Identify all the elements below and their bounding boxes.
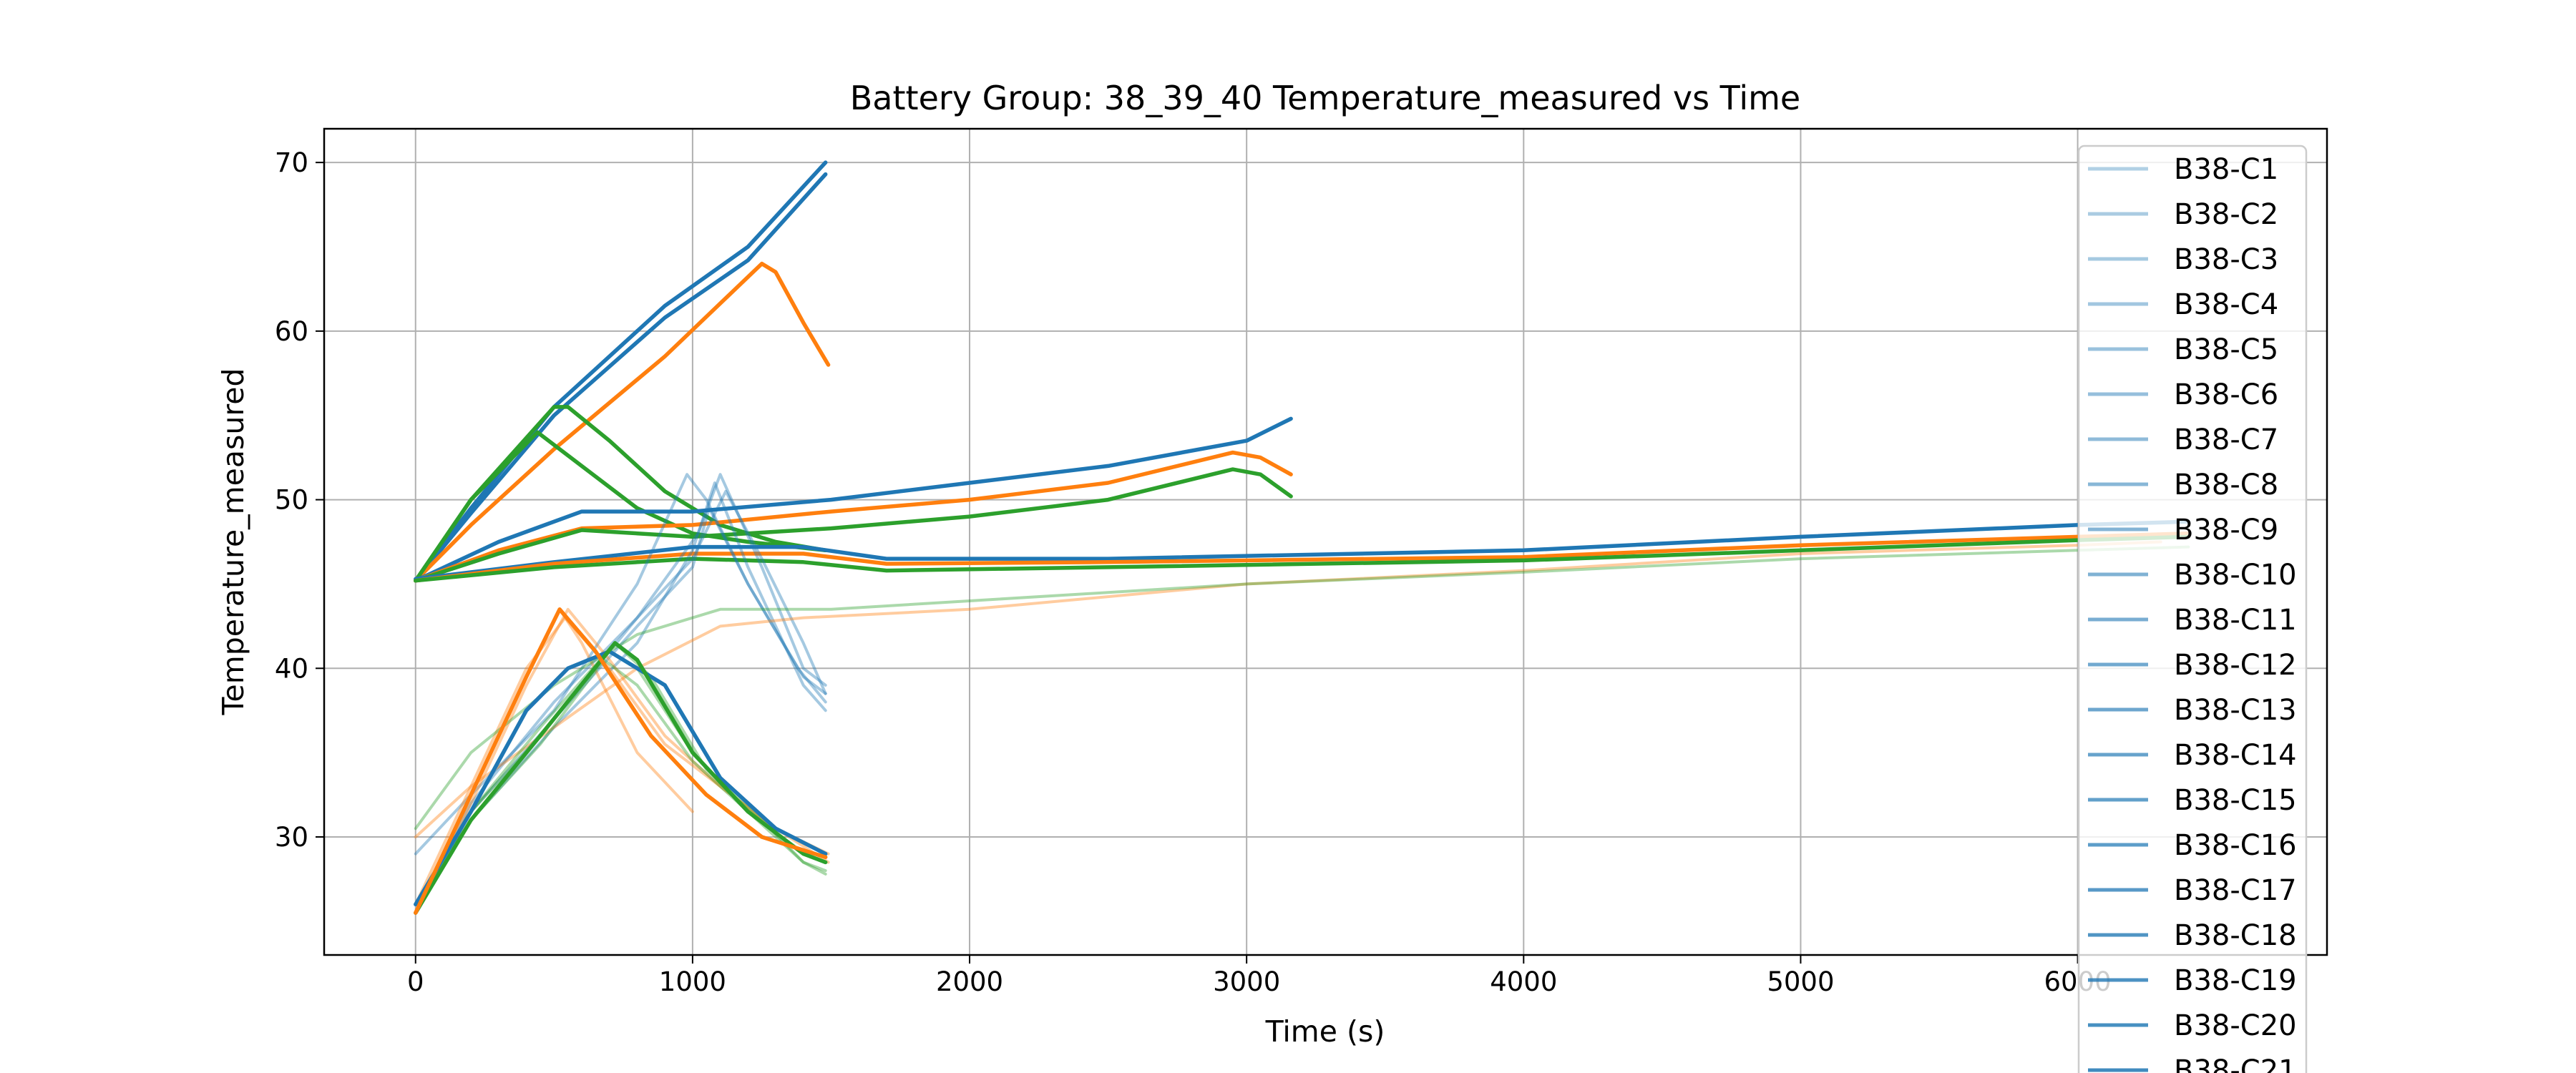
series-line-7 [414, 450, 1293, 583]
y-tick-label: 70 [275, 147, 308, 178]
legend-label: B38-C7 [2174, 423, 2278, 456]
legend-label: B38-C21 [2174, 1054, 2297, 1073]
legend-label: B38-C15 [2174, 784, 2297, 817]
series-line-11 [414, 534, 2191, 583]
series-line-8 [414, 467, 1293, 583]
legend-label: B38-C5 [2174, 333, 2278, 366]
legend-label: B38-C10 [2174, 559, 2297, 592]
series-line-6 [414, 416, 1293, 583]
x-tick-label: 0 [407, 966, 424, 997]
plot-frame [323, 127, 2328, 956]
legend-box [2077, 144, 2308, 1073]
x-axis-label: Time (s) [1265, 1014, 1385, 1049]
series-line-10 [414, 531, 2191, 583]
series-line-13 [414, 473, 827, 915]
series-line-4 [414, 405, 828, 583]
series-line-14 [414, 473, 827, 856]
legend-label: B38-C11 [2174, 604, 2297, 637]
chart-title: Battery Group: 38_39_40 Temperature_meas… [850, 79, 1800, 117]
legend-label: B38-C4 [2174, 288, 2278, 321]
legend-label: B38-C19 [2174, 964, 2297, 997]
legend-label: B38-C1 [2174, 153, 2278, 186]
series-line-26 [414, 641, 828, 915]
x-tick-label: 5000 [1767, 966, 1834, 997]
y-tick-label: 60 [275, 316, 308, 347]
series-line-1 [414, 160, 828, 583]
legend-label: B38-C13 [2174, 694, 2297, 727]
legend-label: B38-C8 [2174, 469, 2278, 501]
y-tick-label: 40 [275, 653, 308, 684]
x-tick-label: 1000 [659, 966, 726, 997]
y-tick-label: 30 [275, 822, 308, 853]
legend-label: B38-C20 [2174, 1009, 2297, 1042]
gridlines [324, 129, 2327, 955]
series-line-2 [414, 172, 828, 583]
series-line-9 [414, 519, 2191, 582]
legend-label: B38-C12 [2174, 649, 2297, 682]
legend-label: B38-C17 [2174, 874, 2297, 907]
series-line-15 [414, 489, 827, 915]
x-tick-label: 3000 [1213, 966, 1280, 997]
legend-label: B38-C6 [2174, 378, 2278, 411]
legend-label: B38-C14 [2174, 739, 2297, 772]
y-tick-label: 50 [275, 485, 308, 516]
legend-label: B38-C18 [2174, 919, 2297, 952]
legend: B38-C1 B38-C2 B38-C3 B38-C4 B38-C5 B38-C6 B38-… [2077, 144, 2308, 1073]
legend-label: B38-C9 [2174, 514, 2278, 547]
legend-label: B38-C2 [2174, 198, 2278, 231]
legend-label: B38-C3 [2174, 243, 2278, 276]
series-line-3 [414, 261, 831, 583]
series-line-5 [414, 430, 828, 583]
series-line-19 [414, 616, 830, 906]
y-axis-label: Temperature_measured [216, 368, 250, 715]
x-tick-label: 4000 [1490, 966, 1557, 997]
x-tick-label: 2000 [936, 966, 1003, 997]
series-line-27 [414, 607, 828, 915]
series-lines [414, 160, 2191, 915]
series-line-18 [414, 607, 830, 915]
legend-label: B38-C16 [2174, 829, 2297, 862]
